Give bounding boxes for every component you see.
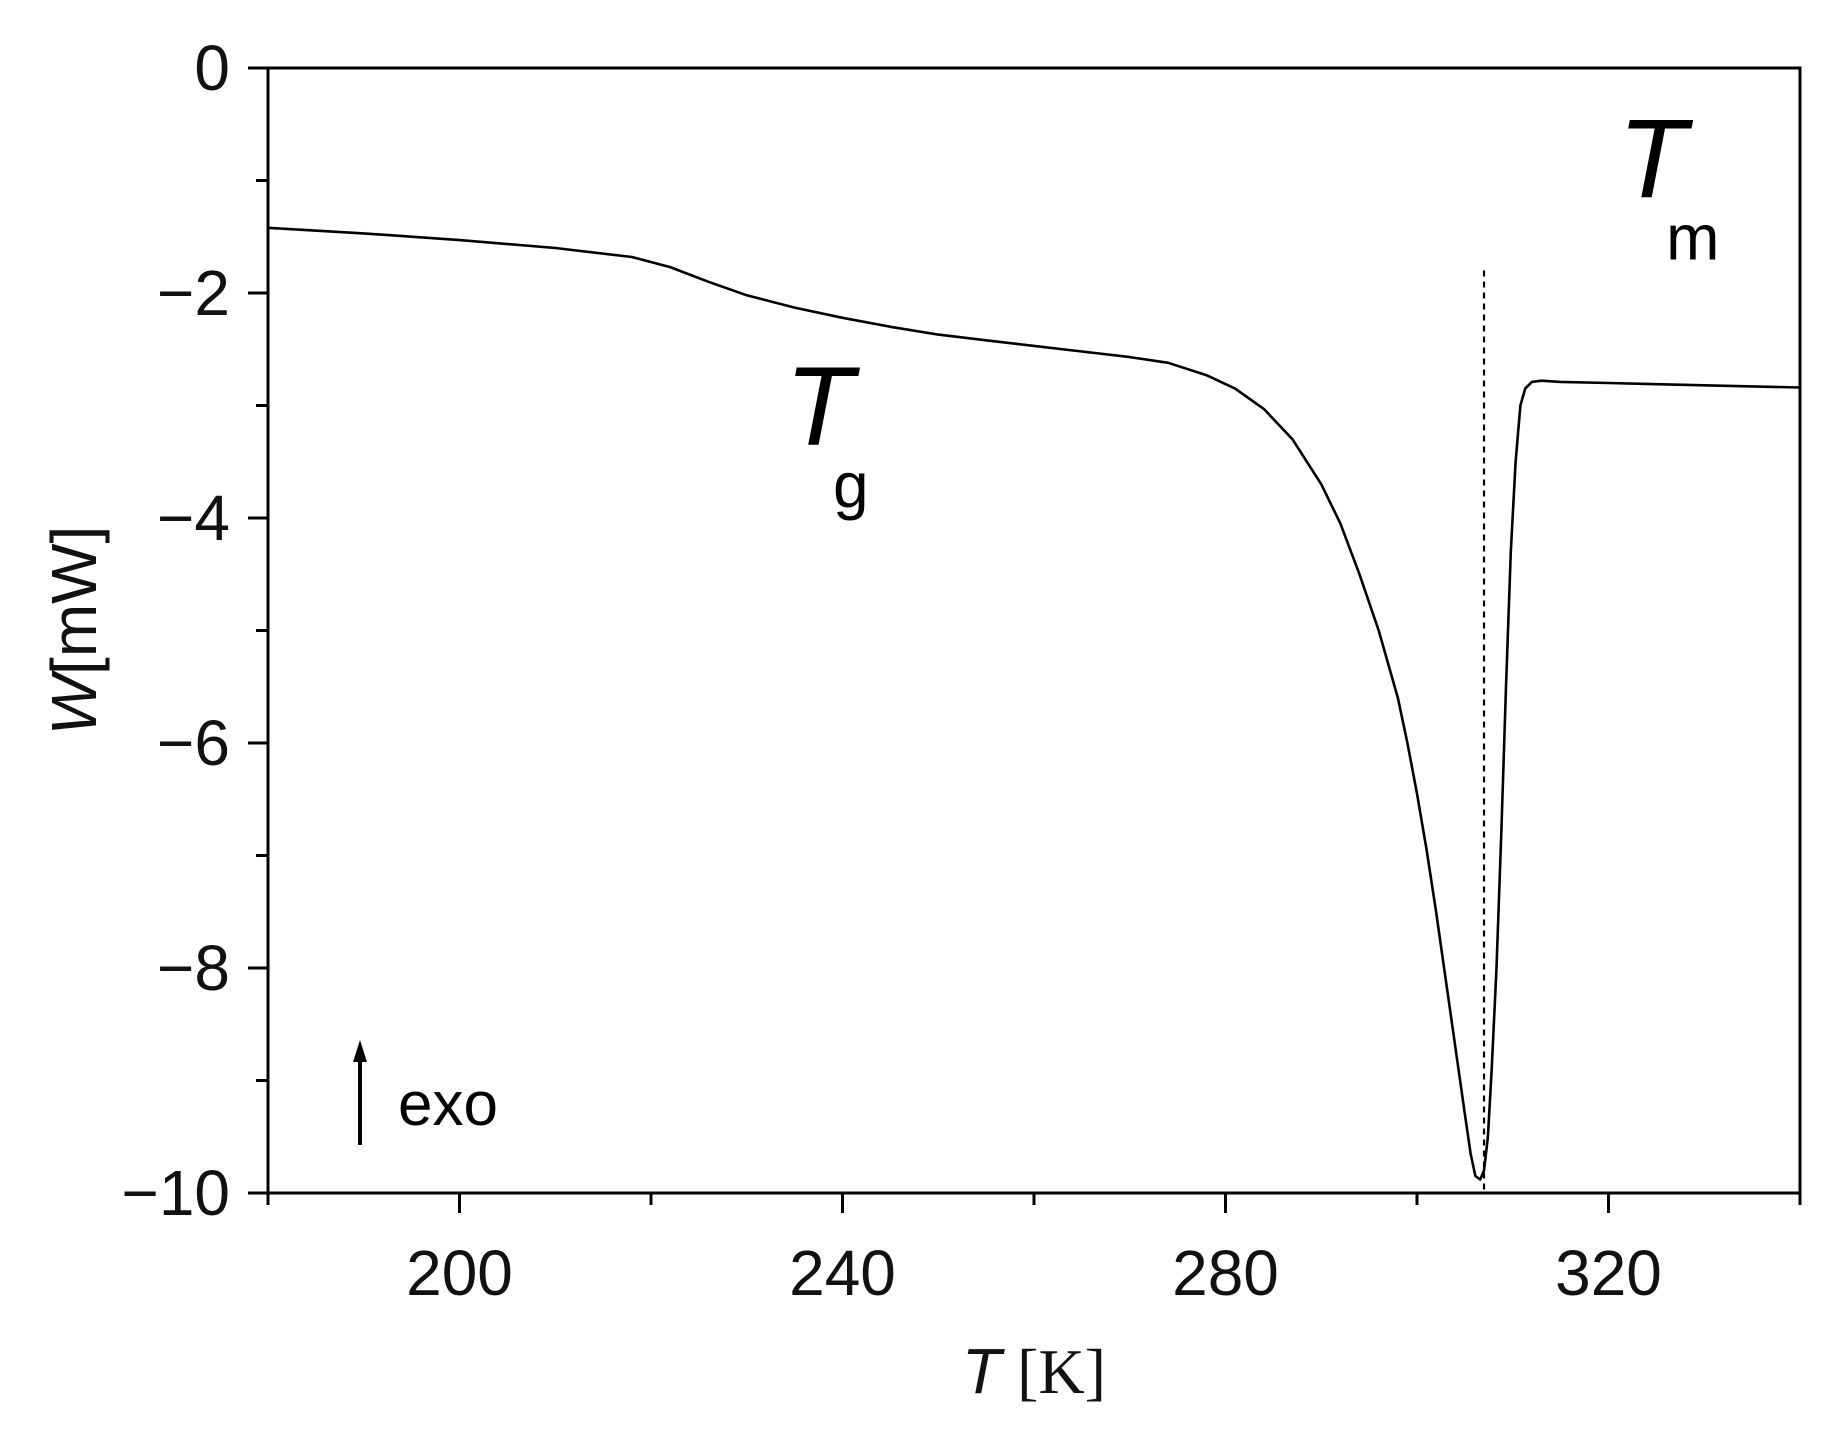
exo-label: exo xyxy=(398,1070,498,1139)
plot-frame xyxy=(266,66,1802,1195)
x-tick-label: 280 xyxy=(1172,1237,1279,1309)
x-axis-unit: [K] xyxy=(1017,1336,1106,1407)
x-tick-label: 240 xyxy=(789,1237,896,1309)
x-axis-symbol: T xyxy=(962,1335,1005,1407)
y-tick-label: −10 xyxy=(121,1157,230,1229)
tick-labels-layer: 200 240 280 320 0 −2 −4 −6 −8 −10 xyxy=(121,32,1661,1309)
annotation-tg-subscript: g xyxy=(833,449,869,521)
exo-indicator: exo xyxy=(353,1040,498,1145)
annotation-tm-symbol: T xyxy=(1618,96,1694,221)
y-tick-label: −6 xyxy=(157,707,230,779)
y-tick-label: −8 xyxy=(157,932,230,1004)
annotation-tm-subscript: m xyxy=(1666,201,1719,273)
annotation-melting: T m xyxy=(1618,96,1719,273)
ticks-layer xyxy=(248,66,1802,1213)
y-tick-label: −4 xyxy=(157,482,230,554)
y-axis-symbol: W xyxy=(38,669,110,735)
x-tick-label: 320 xyxy=(1555,1237,1662,1309)
exo-arrow-head-icon xyxy=(353,1040,367,1062)
annotation-tg-symbol: T xyxy=(785,344,861,469)
series-line xyxy=(267,226,1801,1181)
x-axis-title: T [K] xyxy=(962,1335,1106,1407)
y-axis-title: W[mW] xyxy=(38,526,110,736)
annotation-glass-transition: T g xyxy=(785,344,869,521)
x-tick-label: 200 xyxy=(406,1237,513,1309)
y-axis-unit: [mW] xyxy=(38,526,110,675)
y-tick-label: 0 xyxy=(194,32,230,104)
y-tick-label: −2 xyxy=(157,257,230,329)
